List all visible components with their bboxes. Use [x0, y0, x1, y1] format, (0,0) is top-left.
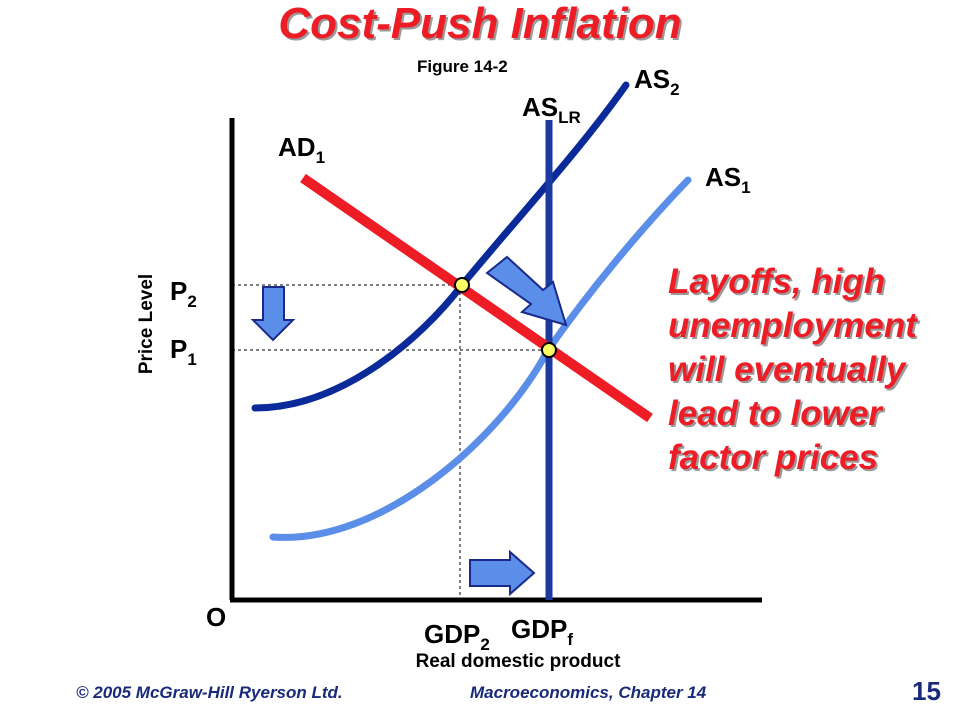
- p2-label: P2: [170, 276, 197, 311]
- page-number: 15: [912, 676, 941, 706]
- callout-line: lead to lower: [668, 394, 882, 433]
- gdpf-label: GDPf: [511, 614, 573, 649]
- aslr-label: ASLR: [522, 92, 581, 127]
- gdp2-label: GDP2: [424, 619, 490, 654]
- equilibrium-point-new: [454, 277, 470, 293]
- figure-reference: Figure 14-2: [417, 57, 508, 76]
- origin-label: O: [206, 602, 226, 632]
- output-increase-arrow-icon: [469, 549, 536, 597]
- callout-line: Layoffs, high: [668, 262, 886, 301]
- ad1-curve: [300, 173, 653, 423]
- callout-line: unemployment: [668, 306, 917, 345]
- equilibrium-point-initial: [541, 342, 557, 358]
- callout-text: Layoffs, high unemployment will eventual…: [668, 260, 958, 480]
- supply-shift-arrow-icon: [485, 255, 568, 327]
- callout-line: will eventually: [668, 350, 906, 389]
- ad1-label: AD1: [278, 132, 325, 167]
- price-decrease-arrow-icon: [250, 286, 296, 342]
- as1-curve: [269, 176, 692, 541]
- copyright-footer: © 2005 McGraw-Hill Ryerson Ltd.: [76, 683, 343, 702]
- as1-label: AS1: [705, 162, 751, 197]
- y-axis-label: Price Level: [136, 274, 157, 374]
- as2-label: AS2: [634, 64, 680, 99]
- x-axis-label: Real domestic product: [416, 651, 621, 672]
- chapter-footer: Macroeconomics, Chapter 14: [470, 683, 707, 702]
- p1-label: P1: [170, 334, 197, 369]
- callout-line: factor prices: [668, 438, 879, 477]
- slide-title: Cost-Push Inflation: [278, 0, 682, 48]
